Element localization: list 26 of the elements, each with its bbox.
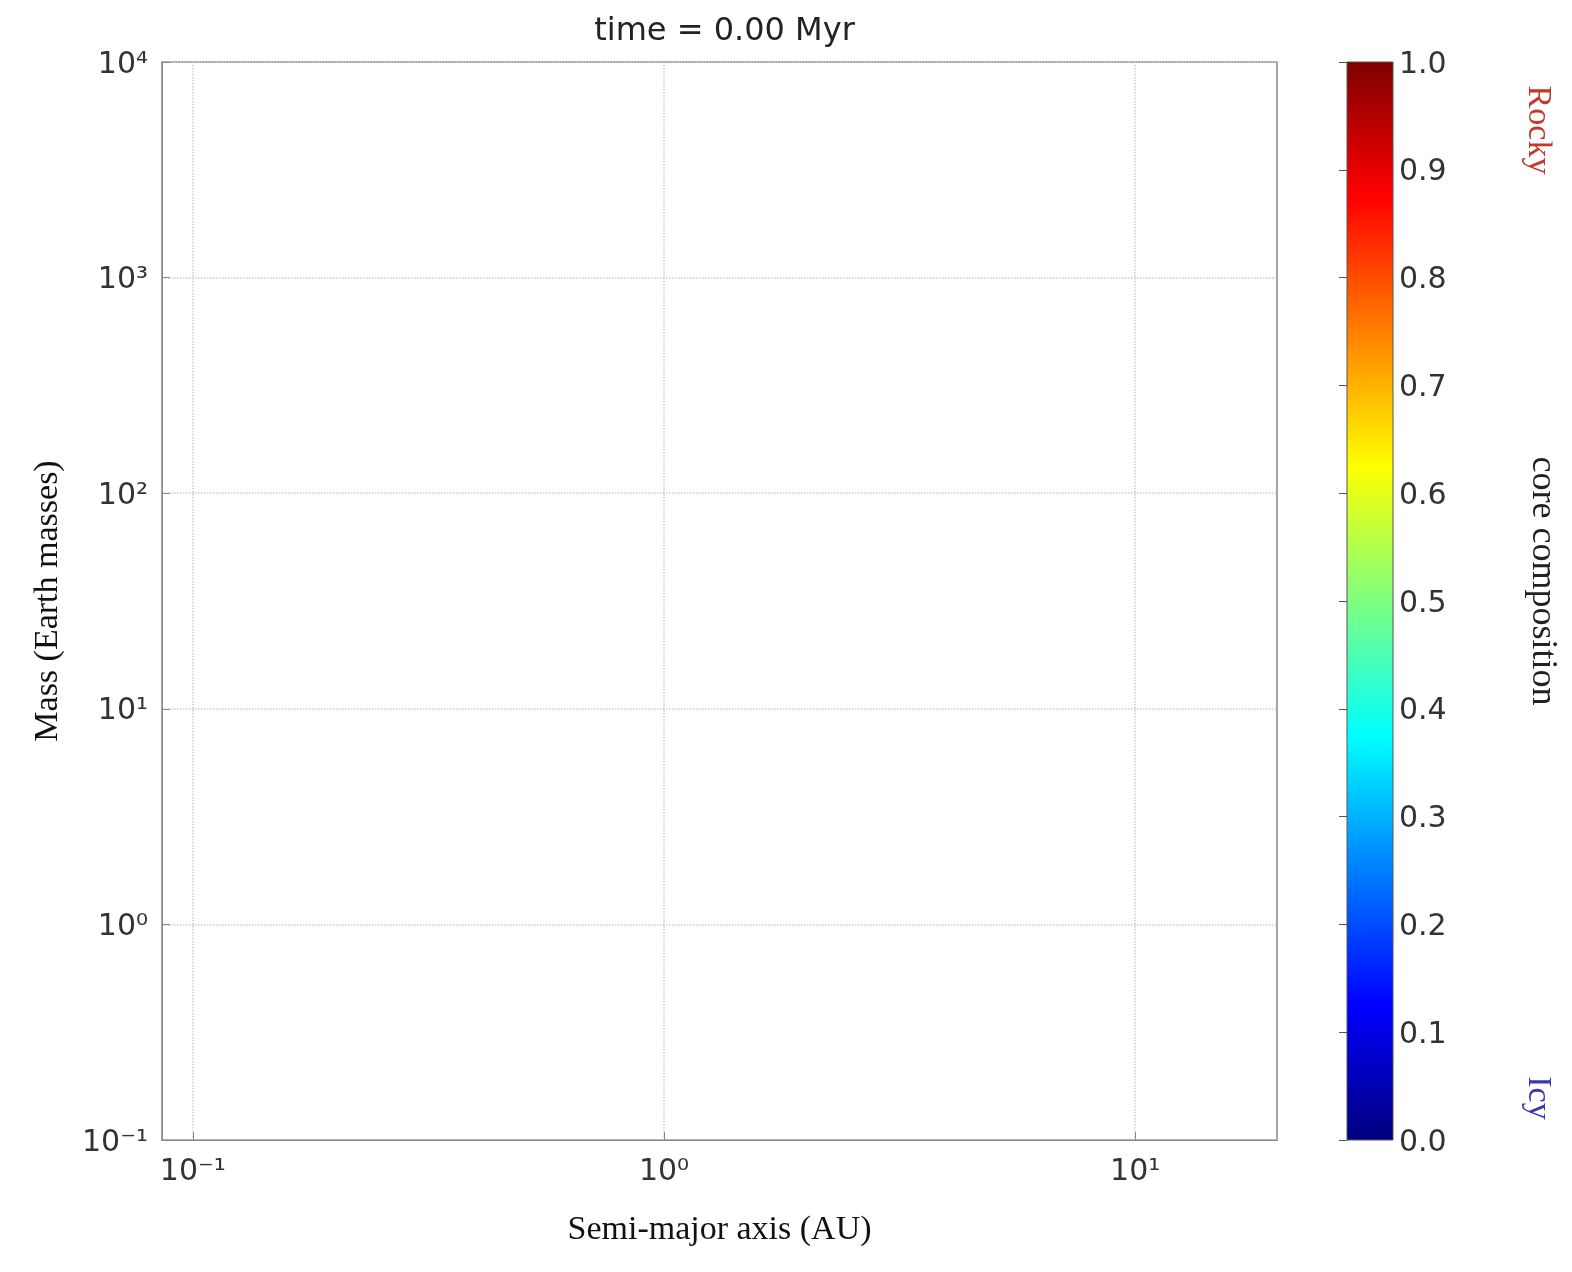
color-bar-title: core composition	[1525, 456, 1565, 706]
y-tick-label: 10²	[97, 475, 148, 511]
y-axis-title: Mass (Earth masses)	[26, 460, 65, 742]
y-tick-label: 10⁻¹	[81, 1122, 148, 1158]
color-bar-label: 0.7	[1399, 367, 1447, 403]
y-tick-label: 10⁴	[97, 44, 148, 80]
x-tick-label: 10⁰	[638, 1151, 690, 1187]
color-bar-label: 0.3	[1399, 799, 1447, 835]
y-tick-label: 10⁰	[97, 906, 148, 942]
color-bar-label: 0.6	[1399, 475, 1447, 511]
color-bar-label: 1.0	[1399, 44, 1447, 80]
y-tick-label: 10³	[97, 260, 148, 296]
color-bar-label: 0.9	[1399, 152, 1447, 188]
x-tick-label: 10⁻¹	[159, 1151, 226, 1187]
color-bar-label: 0.0	[1399, 1122, 1447, 1158]
text: Icy	[1521, 1076, 1559, 1120]
color-bar-label: 0.8	[1399, 260, 1447, 296]
y-tick-label: 10¹	[97, 691, 148, 727]
color-bar-label: 0.4	[1399, 691, 1447, 727]
text: Rocky	[1521, 85, 1559, 175]
x-axis-title: Semi-major axis (AU)	[567, 1208, 872, 1247]
chart-title: time = 0.00 Myr	[594, 10, 856, 48]
color-bar-label: 0.1	[1399, 1014, 1447, 1050]
color-bar-label: 0.2	[1399, 906, 1447, 942]
x-tick-label: 10¹	[1110, 1151, 1161, 1187]
color-bar-label: 0.5	[1399, 583, 1447, 619]
